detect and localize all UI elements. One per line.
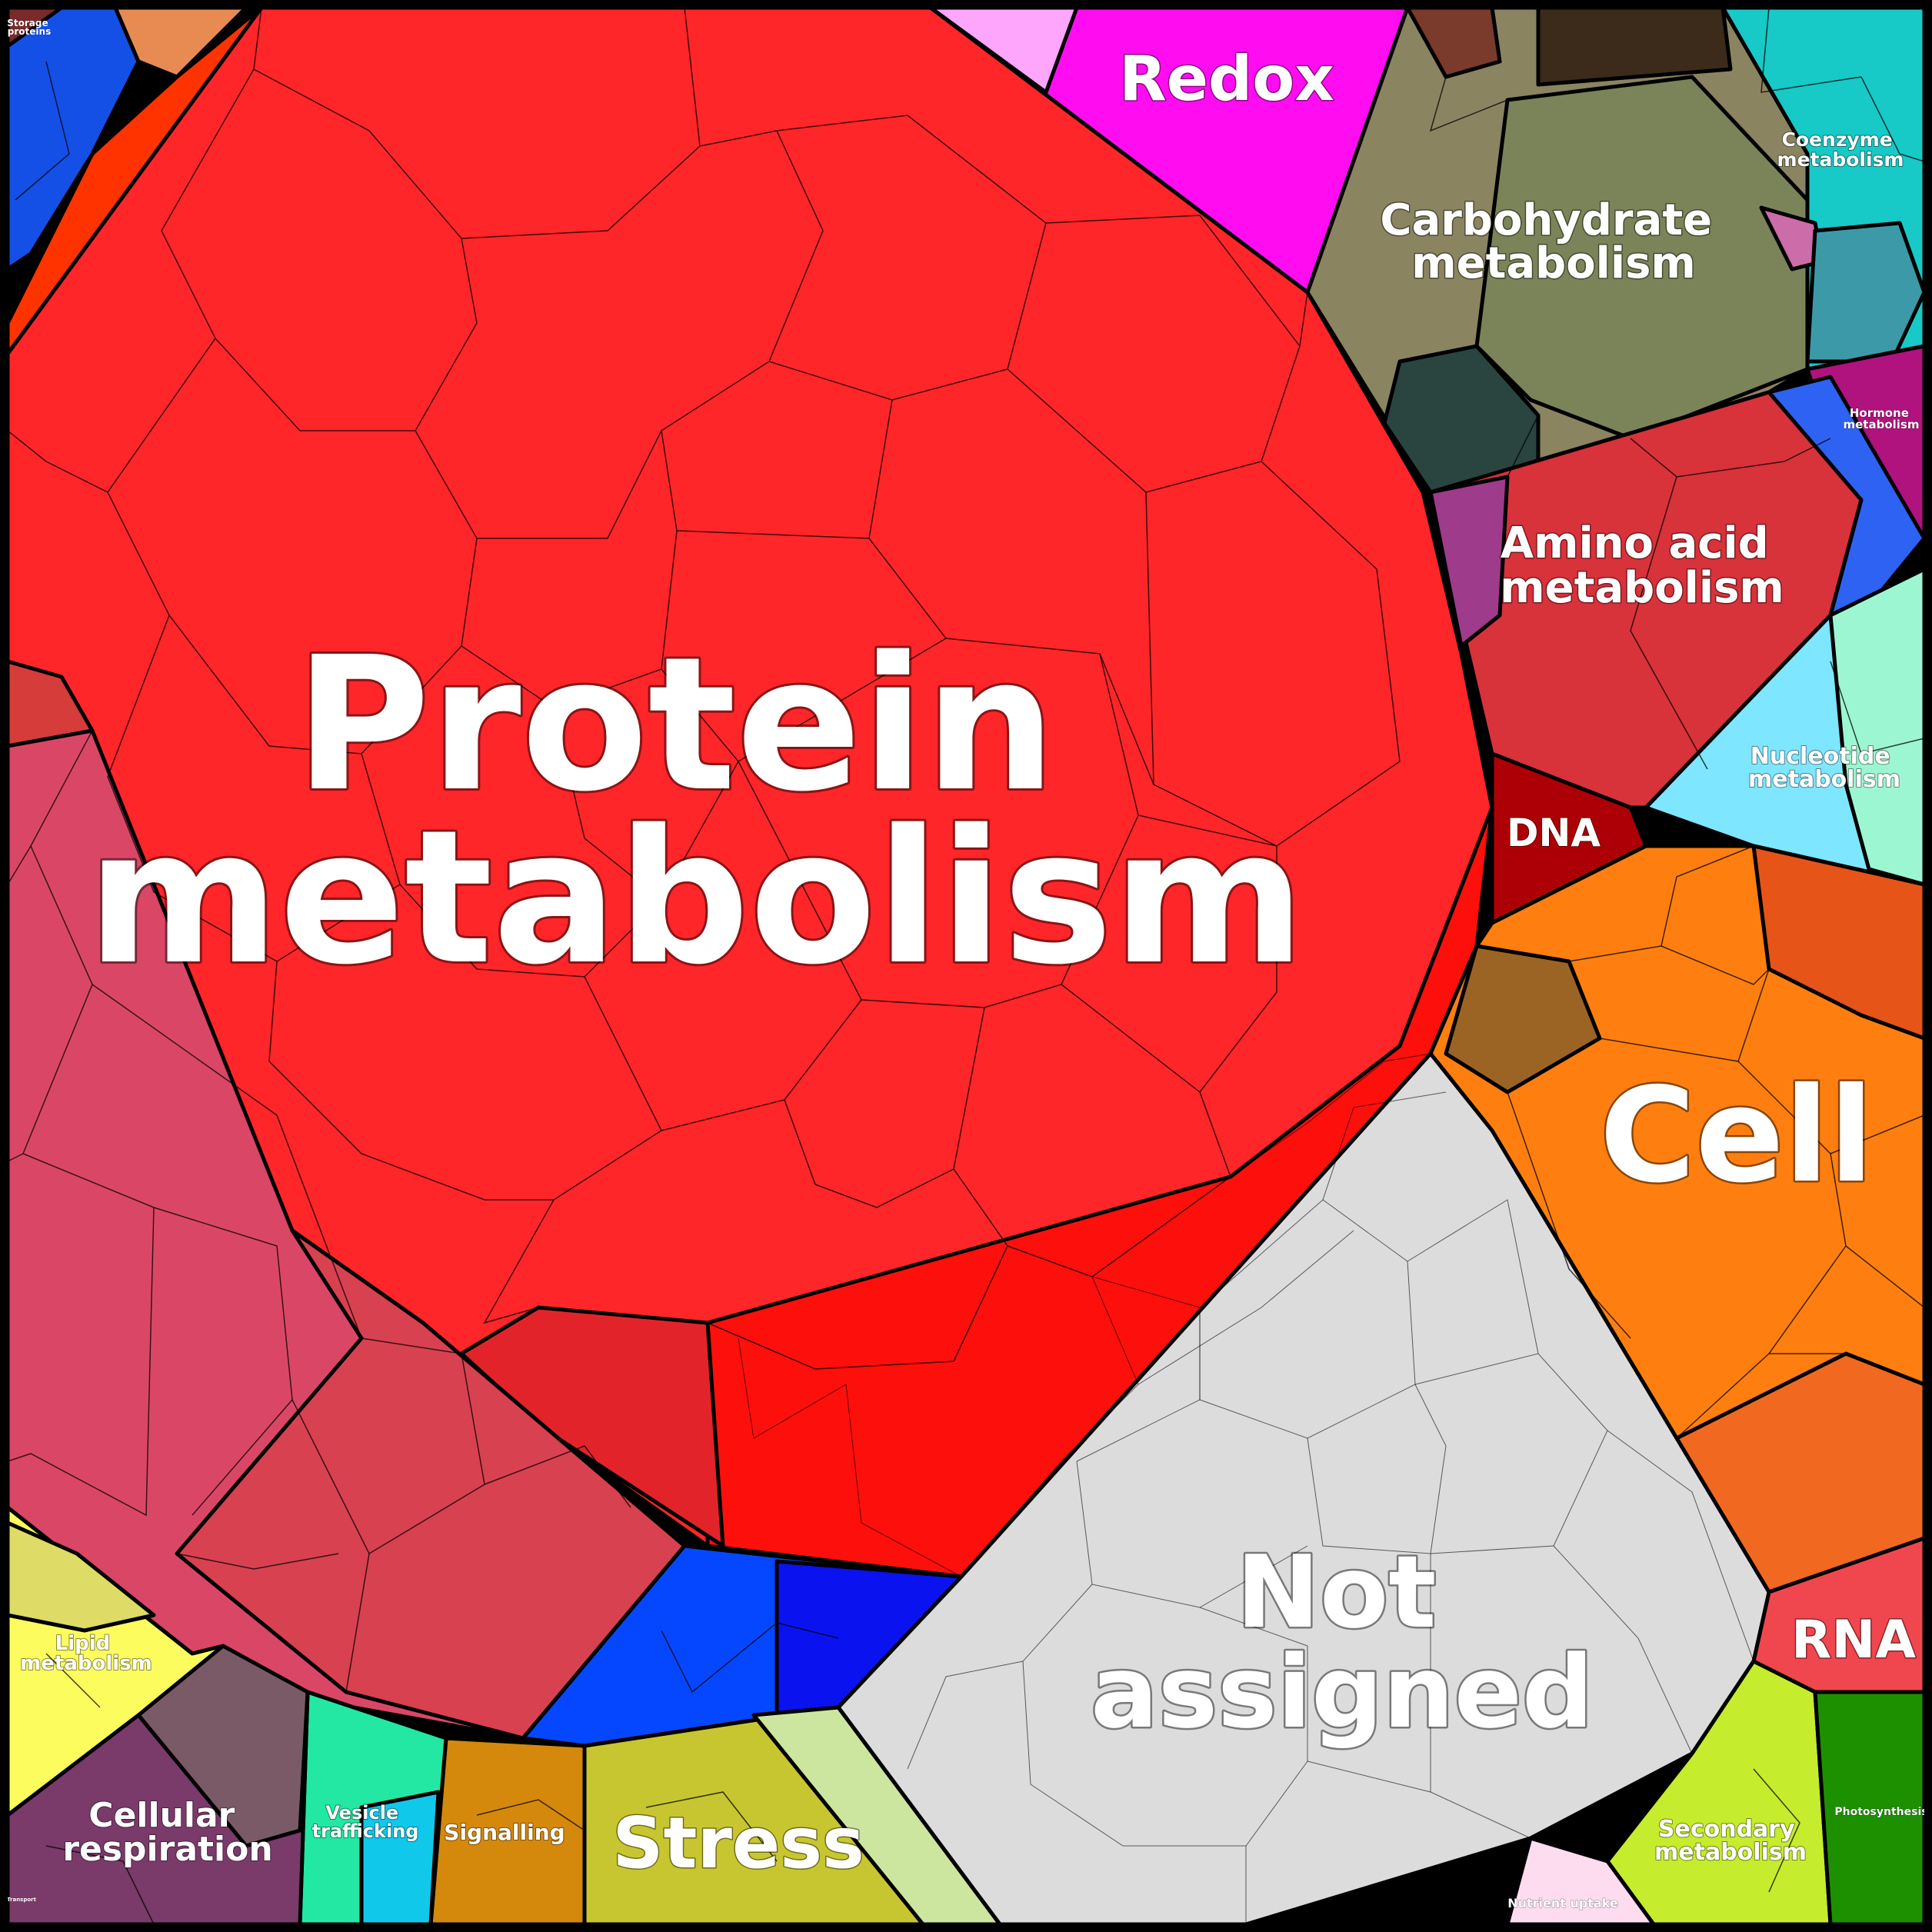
not-assigned-subcells	[907, 1091, 1754, 1924]
protein-subcells	[7, 7, 1431, 1577]
pink-subcells	[7, 730, 631, 1693]
secondary-metabolism-label: Secondary metabolism	[1654, 1816, 1807, 1866]
nutrient-uptake-label: Nutrient uptake	[1507, 1896, 1618, 1910]
protein-metabolism-mid-band	[459, 1305, 725, 1548]
misc-subcells	[15, 7, 1925, 1925]
cell-label: Cell	[1600, 1060, 1874, 1212]
carbohydrate-metabolism-label: Carbohydrate metabolism	[1380, 195, 1727, 288]
lipid-metabolism-label: Lipid metabolism	[20, 1632, 152, 1675]
pink-region-inner	[175, 1228, 687, 1740]
cellular-respiration-label: Cellular respiration	[62, 1796, 272, 1869]
protein-metabolism-label: Protein metabolism	[87, 617, 1305, 1005]
nucleotide-metabolism-label: Nucleotide metabolism	[1748, 743, 1900, 793]
redox-label: Redox	[1119, 43, 1334, 115]
vesicle-trafficking-label: Vesicle trafficking	[312, 1802, 419, 1842]
hormone-metabolism-label: Hormone metabolism	[1844, 406, 1920, 431]
stress-label: Stress	[612, 1802, 864, 1884]
rna-label: RNA	[1791, 1610, 1916, 1671]
carbohydrate-dark-top	[1536, 5, 1733, 87]
transport-label: Transport	[7, 1897, 37, 1903]
storage-proteins-label: Storage proteins	[7, 18, 52, 37]
amino-acid-purple	[1428, 475, 1510, 648]
not-assigned-label: Not assigned	[1091, 1534, 1594, 1750]
cell-brown	[1444, 944, 1602, 1094]
signalling-label: Signalling	[444, 1820, 565, 1845]
cell-orange-dark	[1751, 844, 1927, 1041]
dna-label: DNA	[1507, 811, 1601, 855]
coenzyme-teal-dark	[1805, 221, 1927, 364]
coenzyme-metabolism-label: Coenzyme metabolism	[1777, 128, 1904, 171]
not-assigned-region	[836, 1051, 1771, 1927]
cell-subcells	[1507, 845, 1925, 1439]
amino-acid-metabolism-label: Amino acid metabolism	[1500, 518, 1784, 613]
photosynthesis-label: Photosynthesis	[1834, 1806, 1927, 1818]
